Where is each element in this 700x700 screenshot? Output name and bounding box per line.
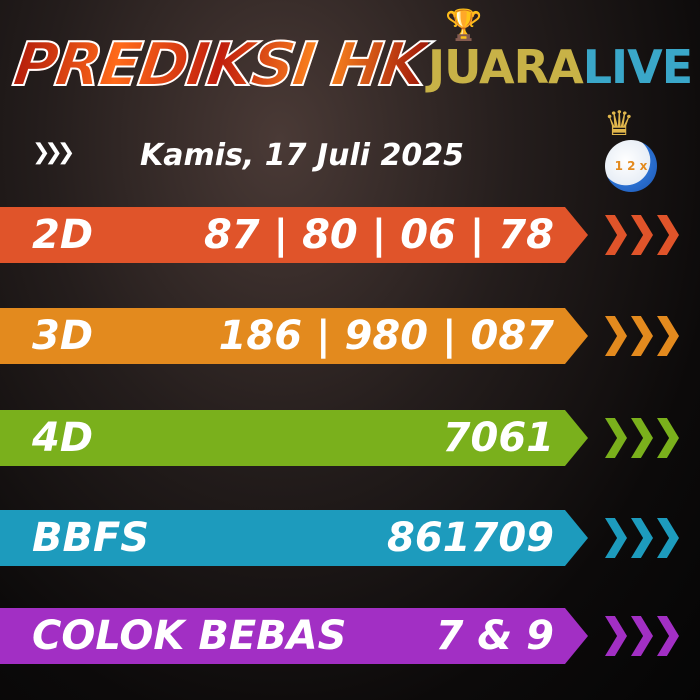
chevron-icon [657,616,679,656]
chevron-icon [631,616,653,656]
brand-logo: JUARALIVE [428,40,693,94]
prediction-row-4d: 4D 7061 [0,410,588,466]
chevron-icon [657,418,679,458]
chevrons-right-icon [605,410,700,466]
chevron-icon [631,518,653,558]
row-value: 7061 [442,415,554,461]
chevrons-right-icon [605,510,700,566]
prediction-row-bbfs: BBFS 861709 [0,510,588,566]
soccer-ball-icon: 1 2 x [605,140,657,192]
chevron-icon [631,316,653,356]
prediction-row-2d: 2D 87 | 80 | 06 | 78 [0,207,588,263]
chevron-icon [631,418,653,458]
chevron-icon [631,215,653,255]
chevron-icon [605,215,627,255]
trophy-icon: 🏆 [445,8,483,43]
row-label: 2D [32,212,94,258]
prediction-row-colok-bebas: COLOK BEBAS 7 & 9 [0,608,588,664]
date-label: Kamis, 17 Juli 2025 [140,138,464,173]
chevrons-right-icon [605,608,700,664]
chevron-icon [657,518,679,558]
row-value: 861709 [387,515,554,561]
chevrons-right-icon [605,207,700,263]
row-label: 3D [32,313,94,359]
row-label: BBFS [32,515,150,561]
row-value: 87 | 80 | 06 | 78 [203,212,554,258]
chevrons-right-icon: ❯❯❯ [32,140,75,165]
row-value: 7 & 9 [435,613,554,659]
chevron-icon [605,418,627,458]
row-label: 4D [32,415,94,461]
row-label: COLOK BEBAS [32,613,347,659]
page-title: PREDIKSI HK [8,29,431,101]
chevron-icon [657,316,679,356]
chevron-icon [605,316,627,356]
prediction-row-3d: 3D 186 | 980 | 087 [0,308,588,364]
row-value: 186 | 980 | 087 [218,313,554,359]
chevron-icon [605,518,627,558]
chevron-icon [657,215,679,255]
crown-icon: ♛ [604,104,635,144]
chevron-icon [605,616,627,656]
chevrons-right-icon [605,308,700,364]
